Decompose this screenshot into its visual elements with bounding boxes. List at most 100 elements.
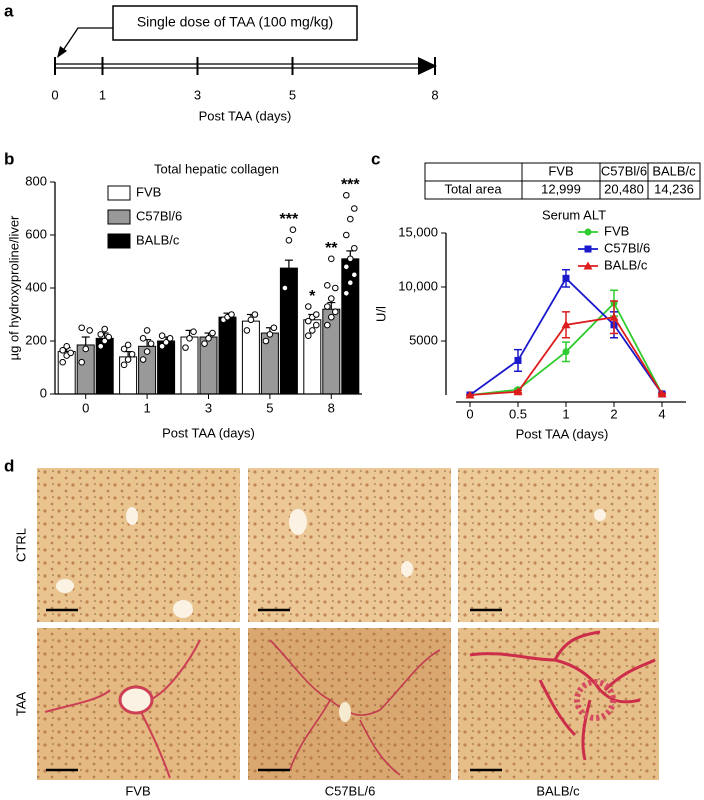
data-point — [343, 290, 350, 297]
data-point — [182, 344, 189, 351]
table-cell: 12,999 — [541, 181, 581, 196]
data-point — [120, 361, 128, 369]
data-point — [147, 340, 155, 347]
data-point — [143, 348, 151, 355]
micrograph-texture — [458, 628, 659, 780]
data-point — [324, 321, 331, 329]
data-point — [332, 284, 339, 292]
data-point — [128, 350, 136, 358]
row-label: TAA — [13, 692, 28, 717]
data-point — [158, 332, 166, 340]
data-point — [313, 311, 320, 318]
data-point — [351, 271, 358, 279]
significance: ** — [325, 240, 338, 257]
y-axis-label: µg of hydroxyproline/liver — [6, 215, 21, 360]
vessel — [118, 685, 154, 715]
legend-swatch — [107, 185, 131, 201]
bar — [76, 344, 95, 395]
dose-arrow — [61, 27, 113, 53]
marker — [562, 274, 570, 282]
micrograph-texture — [248, 628, 451, 780]
fibrosis — [44, 639, 201, 779]
data-point — [166, 335, 174, 342]
data-point — [347, 255, 354, 263]
data-point — [78, 324, 85, 332]
data-point — [190, 328, 197, 336]
table-header: C57Bl/6 — [601, 163, 647, 178]
y-tick-label: 0 — [40, 385, 47, 400]
data-point — [162, 339, 170, 346]
data-point — [328, 295, 335, 302]
data-point — [101, 337, 108, 345]
panel-label: d — [4, 456, 14, 475]
panel-label: b — [4, 149, 14, 168]
data-point — [305, 317, 312, 325]
y-axis-label: U/l — [373, 306, 388, 322]
legend-label: BALB/c — [136, 232, 180, 247]
legend-label: C57Bl/6 — [604, 240, 650, 255]
x-tick-label: 1 — [562, 406, 569, 421]
table-header: BALB/c — [652, 163, 696, 178]
data-point — [59, 358, 67, 366]
vessel — [173, 600, 193, 618]
column-label: FVB — [125, 783, 150, 798]
data-point — [309, 327, 316, 334]
marker — [561, 320, 571, 329]
dose-arrowhead — [57, 46, 67, 58]
data-point — [67, 349, 74, 357]
data-point — [285, 237, 293, 244]
x-axis-label: Post TAA (days) — [199, 108, 292, 123]
legend-label: FVB — [136, 184, 161, 199]
data-point — [305, 303, 312, 310]
table-cell: 14,236 — [654, 181, 694, 196]
data-point — [313, 321, 320, 329]
x-tick-label: 5 — [266, 400, 273, 415]
x-tick-label: 3 — [205, 400, 212, 415]
column-label: BALB/c — [536, 783, 580, 798]
chart-title: Serum ALT — [542, 207, 606, 222]
data-point — [209, 329, 216, 337]
marker — [465, 390, 475, 399]
x-tick-label: 2 — [610, 406, 617, 421]
marker — [562, 348, 570, 356]
x-axis-label: Post TAA (days) — [162, 425, 255, 440]
histology: CTRL TAA FVB C57BL/6 BALB/c — [13, 468, 659, 798]
column-label: C57BL/6 — [325, 783, 376, 798]
legend-label: BALB/c — [604, 257, 648, 272]
data-point — [120, 345, 128, 353]
dose-label: Single dose of TAA (100 mg/kg) — [137, 14, 333, 30]
row-label: CTRL — [13, 528, 28, 562]
panel-label: c — [371, 149, 380, 168]
legend-swatch — [107, 233, 131, 249]
y-tick-label: 15,000 — [398, 224, 438, 239]
data-point — [101, 325, 108, 333]
data-point — [328, 255, 335, 263]
significance: *** — [280, 211, 299, 228]
dose-box — [112, 5, 358, 41]
marker — [584, 245, 592, 253]
x-tick-label: 5 — [289, 87, 296, 102]
timeline-arrowhead — [418, 57, 437, 75]
data-point — [305, 332, 312, 340]
marker — [514, 356, 522, 364]
x-tick-label: 0 — [82, 400, 89, 415]
micrograph-texture — [37, 468, 240, 622]
data-point — [332, 308, 339, 316]
data-point — [343, 263, 350, 271]
data-point — [86, 327, 93, 334]
x-tick-label: 0 — [51, 87, 58, 102]
data-point — [158, 343, 166, 350]
x-tick-label: 8 — [431, 87, 438, 102]
y-tick-label: 600 — [25, 226, 47, 241]
y-tick-label: 10,000 — [398, 278, 438, 293]
panel-label: a — [4, 1, 14, 20]
y-tick-label: 200 — [25, 332, 47, 347]
data-point — [63, 343, 70, 350]
vessel — [594, 509, 606, 521]
fibrosis — [469, 630, 656, 761]
vessel — [401, 561, 413, 577]
vessel — [339, 702, 351, 722]
data-point — [328, 313, 335, 321]
data-point — [139, 335, 147, 342]
